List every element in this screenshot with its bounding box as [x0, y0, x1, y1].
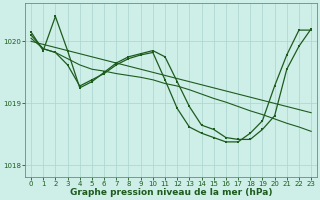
X-axis label: Graphe pression niveau de la mer (hPa): Graphe pression niveau de la mer (hPa) — [70, 188, 272, 197]
